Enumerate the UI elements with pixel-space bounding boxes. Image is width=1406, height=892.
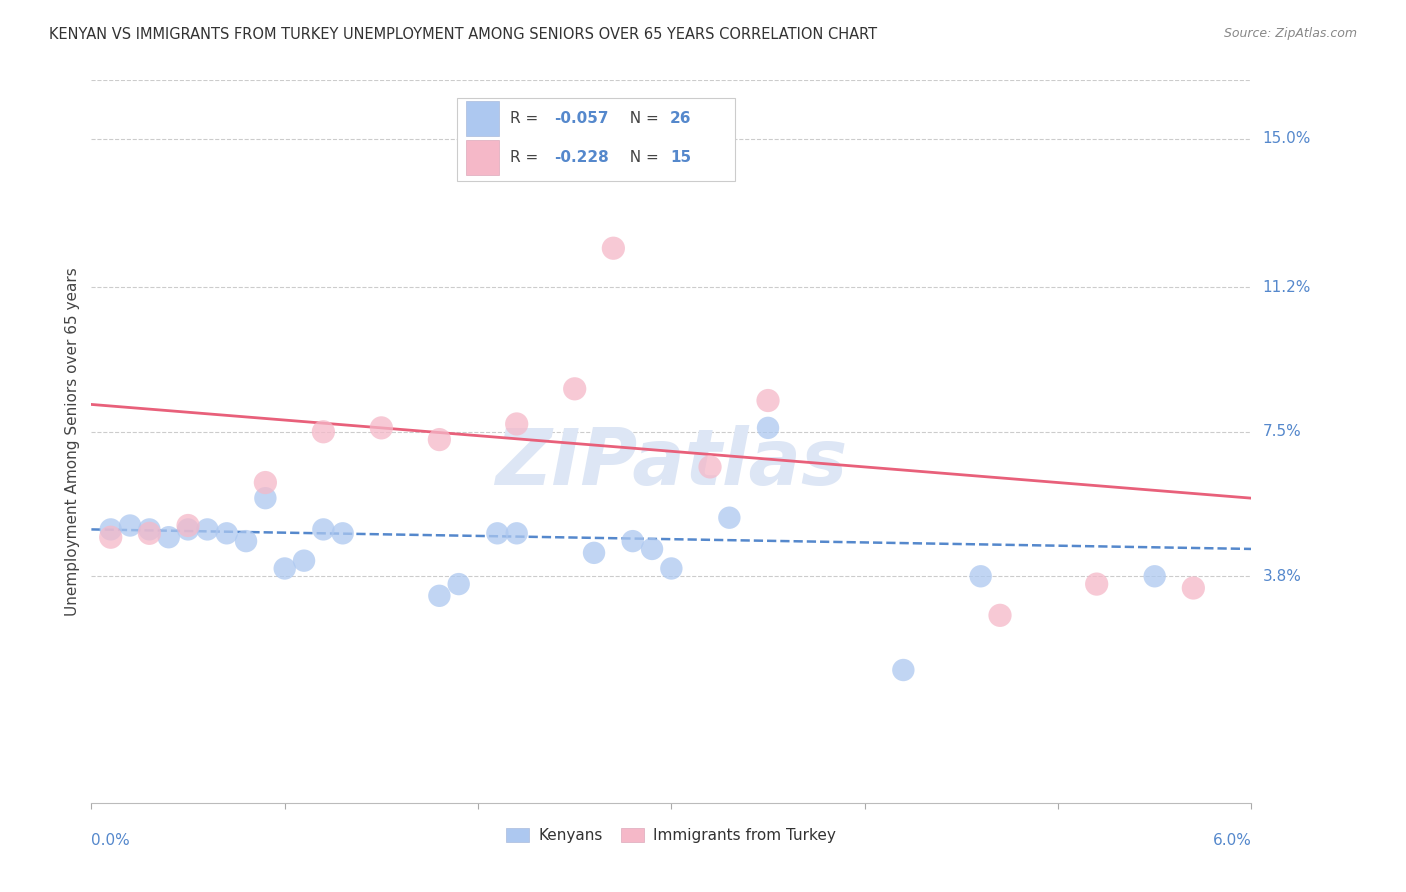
Text: N =: N = (620, 112, 664, 126)
Point (138, 523, 160, 537)
Point (699, 459, 721, 474)
Point (215, 526, 238, 541)
Text: -0.228: -0.228 (554, 150, 609, 165)
Point (370, 421, 392, 435)
Point (1182, 581, 1205, 595)
Point (312, 425, 335, 439)
Point (661, 561, 683, 575)
FancyBboxPatch shape (465, 140, 499, 175)
Text: 0.0%: 0.0% (91, 833, 131, 848)
Point (447, 577, 470, 591)
Point (120, 518, 141, 533)
Point (1085, 577, 1108, 591)
Point (332, 526, 354, 541)
Point (312, 523, 335, 537)
Point (970, 569, 993, 583)
Legend: Kenyans, Immigrants from Turkey: Kenyans, Immigrants from Turkey (501, 822, 842, 849)
Point (427, 433, 450, 447)
Text: KENYAN VS IMMIGRANTS FROM TURKEY UNEMPLOYMENT AMONG SENIORS OVER 65 YEARS CORREL: KENYAN VS IMMIGRANTS FROM TURKEY UNEMPLO… (49, 27, 877, 42)
Point (138, 526, 160, 541)
Point (177, 523, 200, 537)
Y-axis label: Unemployment Among Seniors over 65 years: Unemployment Among Seniors over 65 years (65, 268, 80, 615)
Point (254, 475, 277, 490)
Text: 26: 26 (671, 112, 692, 126)
Text: N =: N = (620, 150, 664, 165)
Text: 3.8%: 3.8% (1263, 569, 1302, 583)
Point (427, 589, 450, 603)
Text: 11.2%: 11.2% (1263, 280, 1310, 294)
Point (100, 530, 122, 544)
Point (756, 393, 779, 408)
Text: 6.0%: 6.0% (1212, 833, 1251, 848)
FancyBboxPatch shape (465, 101, 499, 136)
Point (582, 546, 605, 560)
Text: R =: R = (510, 112, 543, 126)
Point (564, 382, 586, 396)
Point (756, 421, 779, 435)
Point (641, 541, 664, 556)
Text: ZIPatlas: ZIPatlas (495, 425, 848, 501)
Text: 7.5%: 7.5% (1263, 425, 1301, 439)
Point (235, 534, 257, 549)
Point (1143, 569, 1166, 583)
Point (506, 417, 529, 431)
Text: -0.057: -0.057 (554, 112, 609, 126)
Text: Source: ZipAtlas.com: Source: ZipAtlas.com (1223, 27, 1357, 40)
Point (506, 526, 529, 541)
Text: R =: R = (510, 150, 543, 165)
Point (254, 491, 277, 505)
Point (195, 523, 219, 537)
Text: 15: 15 (671, 150, 692, 165)
Point (718, 510, 741, 524)
FancyBboxPatch shape (457, 98, 735, 181)
Point (292, 554, 315, 568)
Point (621, 534, 644, 549)
Point (100, 523, 122, 537)
Point (486, 526, 509, 541)
Point (274, 561, 297, 575)
Point (988, 608, 1011, 623)
Text: 15.0%: 15.0% (1263, 131, 1310, 146)
Point (177, 518, 200, 533)
Point (602, 241, 624, 255)
Point (157, 530, 180, 544)
Point (893, 663, 915, 677)
